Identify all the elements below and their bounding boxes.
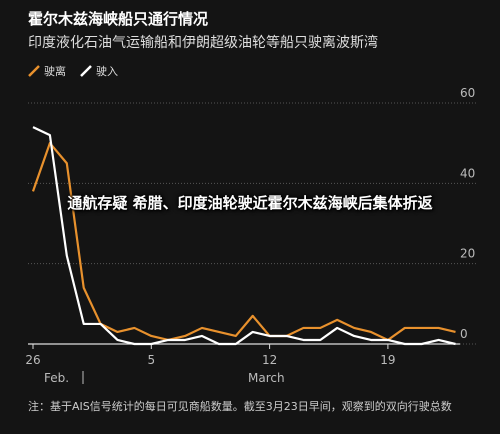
legend-swatch-line <box>28 65 40 77</box>
y-tick-label: 60 <box>460 86 475 100</box>
overlay-headline: 通航存疑 希腊、印度油轮驶近霍尔木兹海峡后集体折返 <box>67 194 433 212</box>
legend-swatch <box>80 65 92 77</box>
month-label: March <box>248 371 285 385</box>
legend-item: 驶入 <box>80 63 118 79</box>
legend-label: 驶离 <box>44 65 66 78</box>
x-tick-label: 26 <box>25 353 40 367</box>
legend-swatch <box>28 65 40 77</box>
series-line <box>32 126 456 346</box>
chart-subtitle: 印度液化石油气运输船和伊朗超级油轮等船只驶离波斯湾 <box>28 35 378 51</box>
series-line <box>31 142 456 342</box>
x-tick-label: 12 <box>262 353 277 367</box>
month-label: Feb. <box>44 371 69 385</box>
chart-title: 霍尔木兹海峡船只通行情况 <box>28 10 209 28</box>
x-tick-label: 5 <box>147 353 155 367</box>
y-tick-label: 0 <box>460 327 468 341</box>
legend-label: 驶入 <box>96 65 118 78</box>
footnote: 注：基于AIS信号统计的每日可见商船数量。截至3月23日早间，观察到的双向行驶总… <box>28 400 452 413</box>
x-tick-label: 19 <box>380 353 395 367</box>
legend-swatch-line <box>80 65 92 77</box>
legend-item: 驶离 <box>28 63 66 79</box>
y-tick-label: 40 <box>460 166 475 180</box>
legend: 驶离 驶入 <box>28 63 118 79</box>
y-tick-label: 20 <box>460 247 475 261</box>
